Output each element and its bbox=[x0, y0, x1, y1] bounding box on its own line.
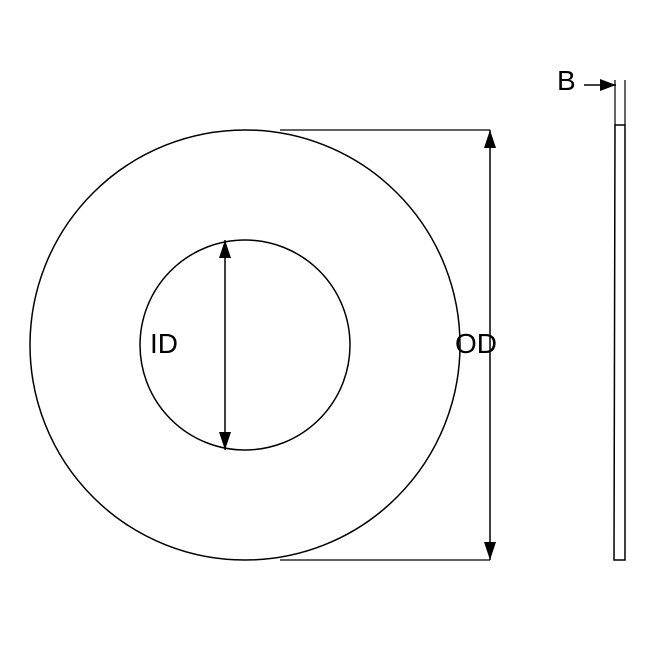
od-arrowhead-top bbox=[484, 130, 496, 148]
washer-side-view bbox=[614, 125, 625, 560]
washer-outer-circle bbox=[30, 130, 460, 560]
id-label: ID bbox=[150, 328, 178, 360]
od-arrowhead-bottom bbox=[484, 542, 496, 560]
washer-diagram: ID OD B bbox=[0, 0, 670, 670]
diagram-svg bbox=[0, 0, 670, 670]
b-arrowhead-right bbox=[600, 79, 616, 91]
od-label: OD bbox=[455, 328, 497, 360]
b-label: B bbox=[557, 65, 576, 97]
